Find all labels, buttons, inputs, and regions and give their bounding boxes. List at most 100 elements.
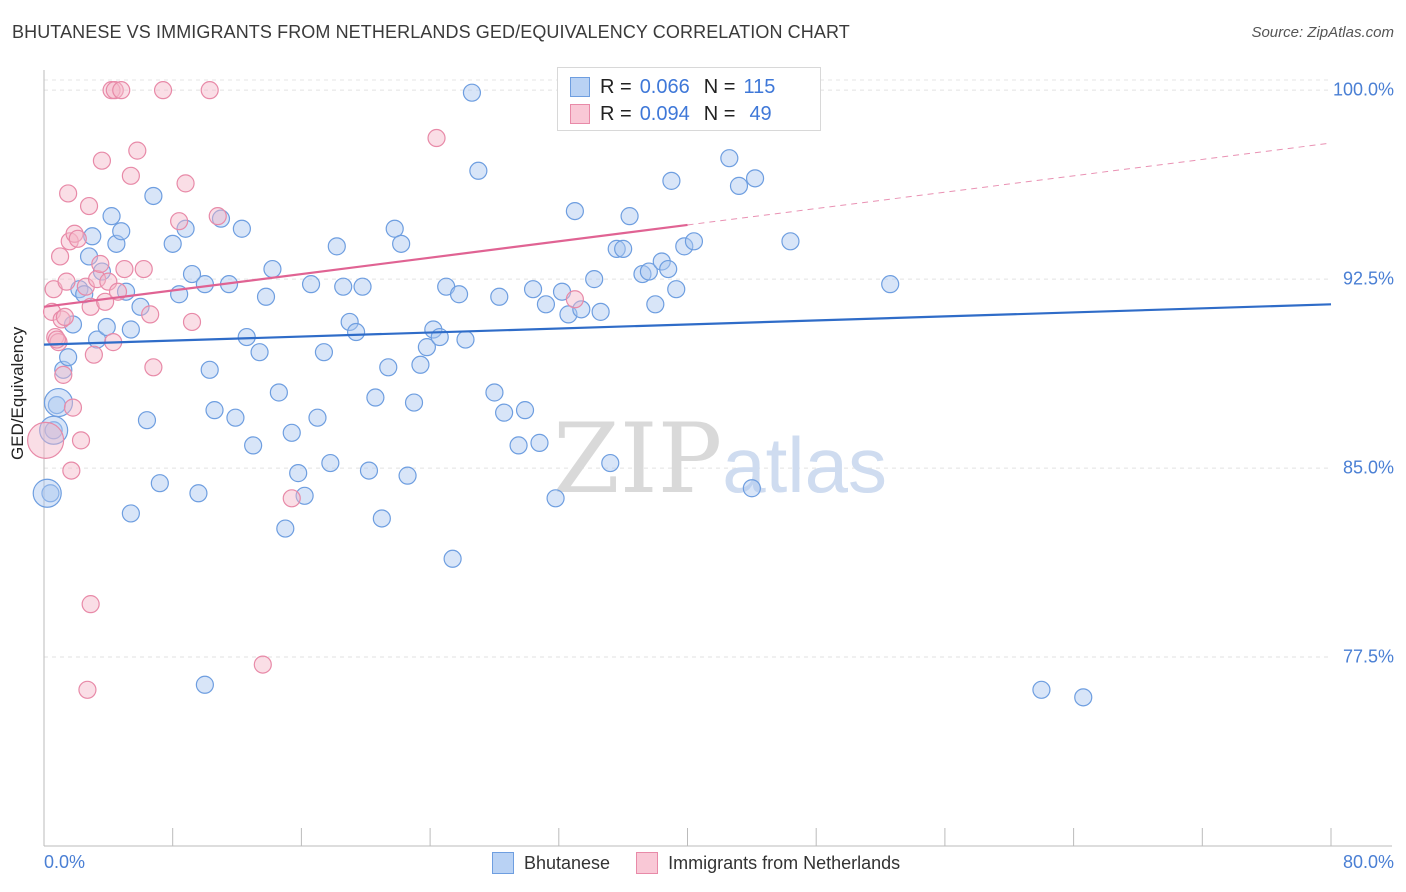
data-point <box>607 239 626 258</box>
data-point <box>667 280 686 299</box>
data-point <box>276 519 295 538</box>
trend-line <box>43 223 688 308</box>
data-point <box>424 320 443 339</box>
data-point <box>63 398 83 417</box>
data-point <box>404 393 424 412</box>
n-label: N = <box>703 102 736 125</box>
legend: Bhutanese Immigrants from Netherlands <box>492 852 926 874</box>
data-point <box>55 307 75 327</box>
data-point <box>359 461 379 480</box>
y-tick-label: 77.5% <box>1342 646 1394 667</box>
data-point <box>112 222 131 241</box>
data-point <box>456 330 475 349</box>
stats-row-netherlands: R = 0.094 N = 49 <box>570 102 780 126</box>
data-point <box>282 423 301 442</box>
data-point <box>121 504 140 523</box>
data-point <box>601 453 620 473</box>
data-point <box>105 81 124 100</box>
data-point <box>781 232 800 251</box>
data-point <box>250 343 269 362</box>
data-point <box>128 141 147 160</box>
data-point <box>485 383 504 402</box>
stats-legend: R = 0.066 N = 115 R = 0.094 N = 49 <box>557 67 821 131</box>
data-point <box>121 320 140 339</box>
data-point <box>121 166 140 185</box>
data-point <box>144 358 163 377</box>
data-point <box>59 184 78 203</box>
data-point <box>163 234 182 253</box>
data-point <box>639 262 658 281</box>
data-point <box>47 330 66 349</box>
data-point <box>182 264 202 284</box>
data-point <box>54 365 73 384</box>
data-point <box>92 151 112 170</box>
swatch-netherlands <box>570 104 590 124</box>
data-point <box>150 474 169 493</box>
data-point <box>144 186 163 206</box>
data-point <box>385 219 404 238</box>
data-point <box>232 219 251 238</box>
data-point <box>353 277 372 296</box>
data-point <box>509 436 528 455</box>
data-point <box>308 408 327 427</box>
data-point <box>742 479 761 498</box>
data-point <box>301 275 321 294</box>
data-point <box>176 219 195 238</box>
data-point <box>289 464 308 483</box>
data-point <box>372 509 391 528</box>
data-point <box>115 259 134 279</box>
data-point <box>205 401 224 420</box>
y-tick-label: 92.5% <box>1342 268 1394 289</box>
data-point <box>269 383 288 402</box>
data-point <box>565 290 584 309</box>
data-point <box>81 595 100 614</box>
data-point <box>662 171 681 190</box>
legend-item-bhutanese[interactable]: Bhutanese <box>492 852 610 874</box>
legend-swatch-bhutanese <box>492 852 514 874</box>
swatch-bhutanese <box>570 77 590 97</box>
legend-label-netherlands: Immigrants from Netherlands <box>668 852 901 873</box>
data-point <box>176 174 195 193</box>
data-point <box>68 229 87 248</box>
data-point <box>684 232 704 251</box>
data-point <box>87 270 107 289</box>
x-tick-min: 0.0% <box>44 852 86 872</box>
trend-line <box>43 303 1332 346</box>
data-point <box>182 312 202 332</box>
data-point <box>314 343 334 362</box>
data-point <box>78 680 97 699</box>
data-point <box>443 549 462 568</box>
data-point <box>50 247 70 266</box>
data-point <box>1032 680 1051 699</box>
data-point <box>170 212 189 231</box>
data-point <box>675 237 694 256</box>
data-point <box>646 295 665 314</box>
data-point <box>208 207 227 226</box>
data-point <box>263 259 282 279</box>
data-point <box>200 81 219 100</box>
data-point <box>57 272 76 291</box>
data-point <box>449 285 469 304</box>
data-point <box>427 128 446 148</box>
data-point <box>253 655 272 674</box>
data-point <box>462 83 482 102</box>
data-point <box>659 259 678 279</box>
data-point <box>652 252 671 271</box>
data-point <box>327 237 346 256</box>
data-point <box>495 403 514 422</box>
legend-item-netherlands[interactable]: Immigrants from Netherlands <box>636 852 900 874</box>
y-tick-label: 100.0% <box>1332 79 1394 100</box>
data-point <box>81 297 100 316</box>
data-point <box>141 305 160 324</box>
data-point <box>321 453 340 473</box>
r-value: 0.066 <box>639 75 690 98</box>
data-point <box>244 436 263 455</box>
data-point <box>195 675 214 694</box>
watermark: ZIPatlas <box>553 403 887 515</box>
data-point <box>211 209 231 228</box>
x-tick-max: 80.0% <box>1342 852 1394 872</box>
data-point <box>189 484 208 503</box>
data-point <box>134 259 153 279</box>
data-point <box>137 411 157 430</box>
